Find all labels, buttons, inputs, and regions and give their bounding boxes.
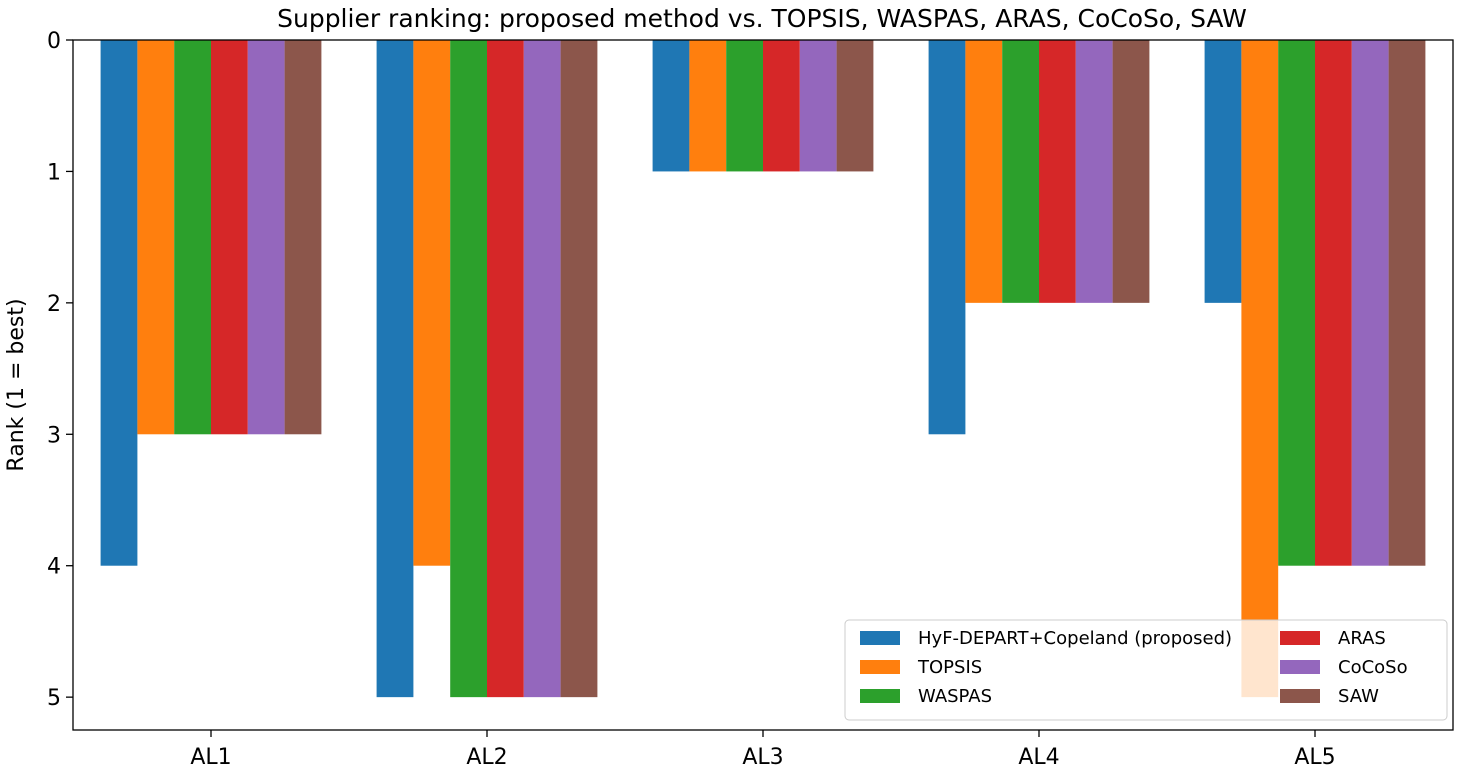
legend-label: WASPAS <box>918 686 992 707</box>
bar-al2-hyf-depart-copeland-proposed <box>376 40 414 698</box>
bar-al5-aras <box>1315 40 1352 566</box>
legend-swatch <box>1280 660 1320 674</box>
bar-al3-aras <box>763 40 800 172</box>
legend-label: TOPSIS <box>917 657 982 678</box>
bar-al2-topsis <box>413 40 451 566</box>
bar-al2-cocoso <box>523 40 561 698</box>
y-tick-label: 1 <box>47 160 61 185</box>
y-tick-label: 4 <box>47 555 61 580</box>
bar-al5-cocoso <box>1351 40 1389 566</box>
legend-swatch <box>860 631 900 645</box>
bar-al1-aras <box>211 40 248 435</box>
bar-al5-saw <box>1388 40 1426 566</box>
bar-al1-waspas <box>174 40 211 435</box>
bar-al3-topsis <box>689 40 727 172</box>
bars <box>100 40 1426 698</box>
bar-al3-hyf-depart-copeland-proposed <box>652 40 690 172</box>
bar-al5-waspas <box>1278 40 1315 566</box>
x-tick-label: AL2 <box>466 745 507 770</box>
legend-label: HyF-DEPART+Copeland (proposed) <box>918 628 1232 649</box>
legend-label: ARAS <box>1338 628 1386 649</box>
x-tick-label: AL5 <box>1294 745 1335 770</box>
x-tick-label: AL1 <box>190 745 231 770</box>
x-tick-label: AL3 <box>742 745 783 770</box>
bar-al1-hyf-depart-copeland-proposed <box>100 40 138 566</box>
legend-label: SAW <box>1338 686 1379 707</box>
bar-al4-waspas <box>1002 40 1039 303</box>
bar-al5-topsis <box>1241 40 1279 698</box>
x-tick-label: AL4 <box>1018 745 1059 770</box>
bar-al2-waspas <box>450 40 487 698</box>
y-tick-label: 5 <box>47 686 61 711</box>
bar-al3-waspas <box>726 40 763 172</box>
bar-al1-saw <box>284 40 322 435</box>
bar-al4-cocoso <box>1075 40 1113 303</box>
legend: HyF-DEPART+Copeland (proposed) TOPSIS WASP… <box>844 619 1448 721</box>
bar-al4-aras <box>1039 40 1076 303</box>
legend-swatch <box>1280 689 1320 703</box>
legend-label: CoCoSo <box>1338 657 1408 678</box>
bar-al5-hyf-depart-copeland-proposed <box>1204 40 1242 303</box>
bar-al1-cocoso <box>247 40 285 435</box>
bar-al2-saw <box>560 40 598 698</box>
legend-swatch <box>1280 631 1320 645</box>
bar-al3-cocoso <box>799 40 837 172</box>
bar-al4-saw <box>1112 40 1150 303</box>
bar-al2-aras <box>487 40 524 698</box>
chart-title: Supplier ranking: proposed method vs. TO… <box>277 4 1247 33</box>
y-tick-label: 2 <box>47 292 61 317</box>
y-axis-label: Rank (1 = best) <box>4 298 29 471</box>
legend-swatch <box>860 660 900 674</box>
y-tick-label: 0 <box>47 29 61 54</box>
bar-al4-hyf-depart-copeland-proposed <box>928 40 966 435</box>
bar-al1-topsis <box>137 40 175 435</box>
legend-swatch <box>860 689 900 703</box>
y-tick-label: 3 <box>47 423 61 448</box>
x-axis: AL1 AL2 AL3 AL4 AL5 <box>190 730 1336 770</box>
bar-al3-saw <box>836 40 874 172</box>
y-axis: 0 1 2 3 4 5 <box>47 29 73 711</box>
plot-frame <box>72 39 1454 731</box>
bar-al4-topsis <box>965 40 1003 303</box>
